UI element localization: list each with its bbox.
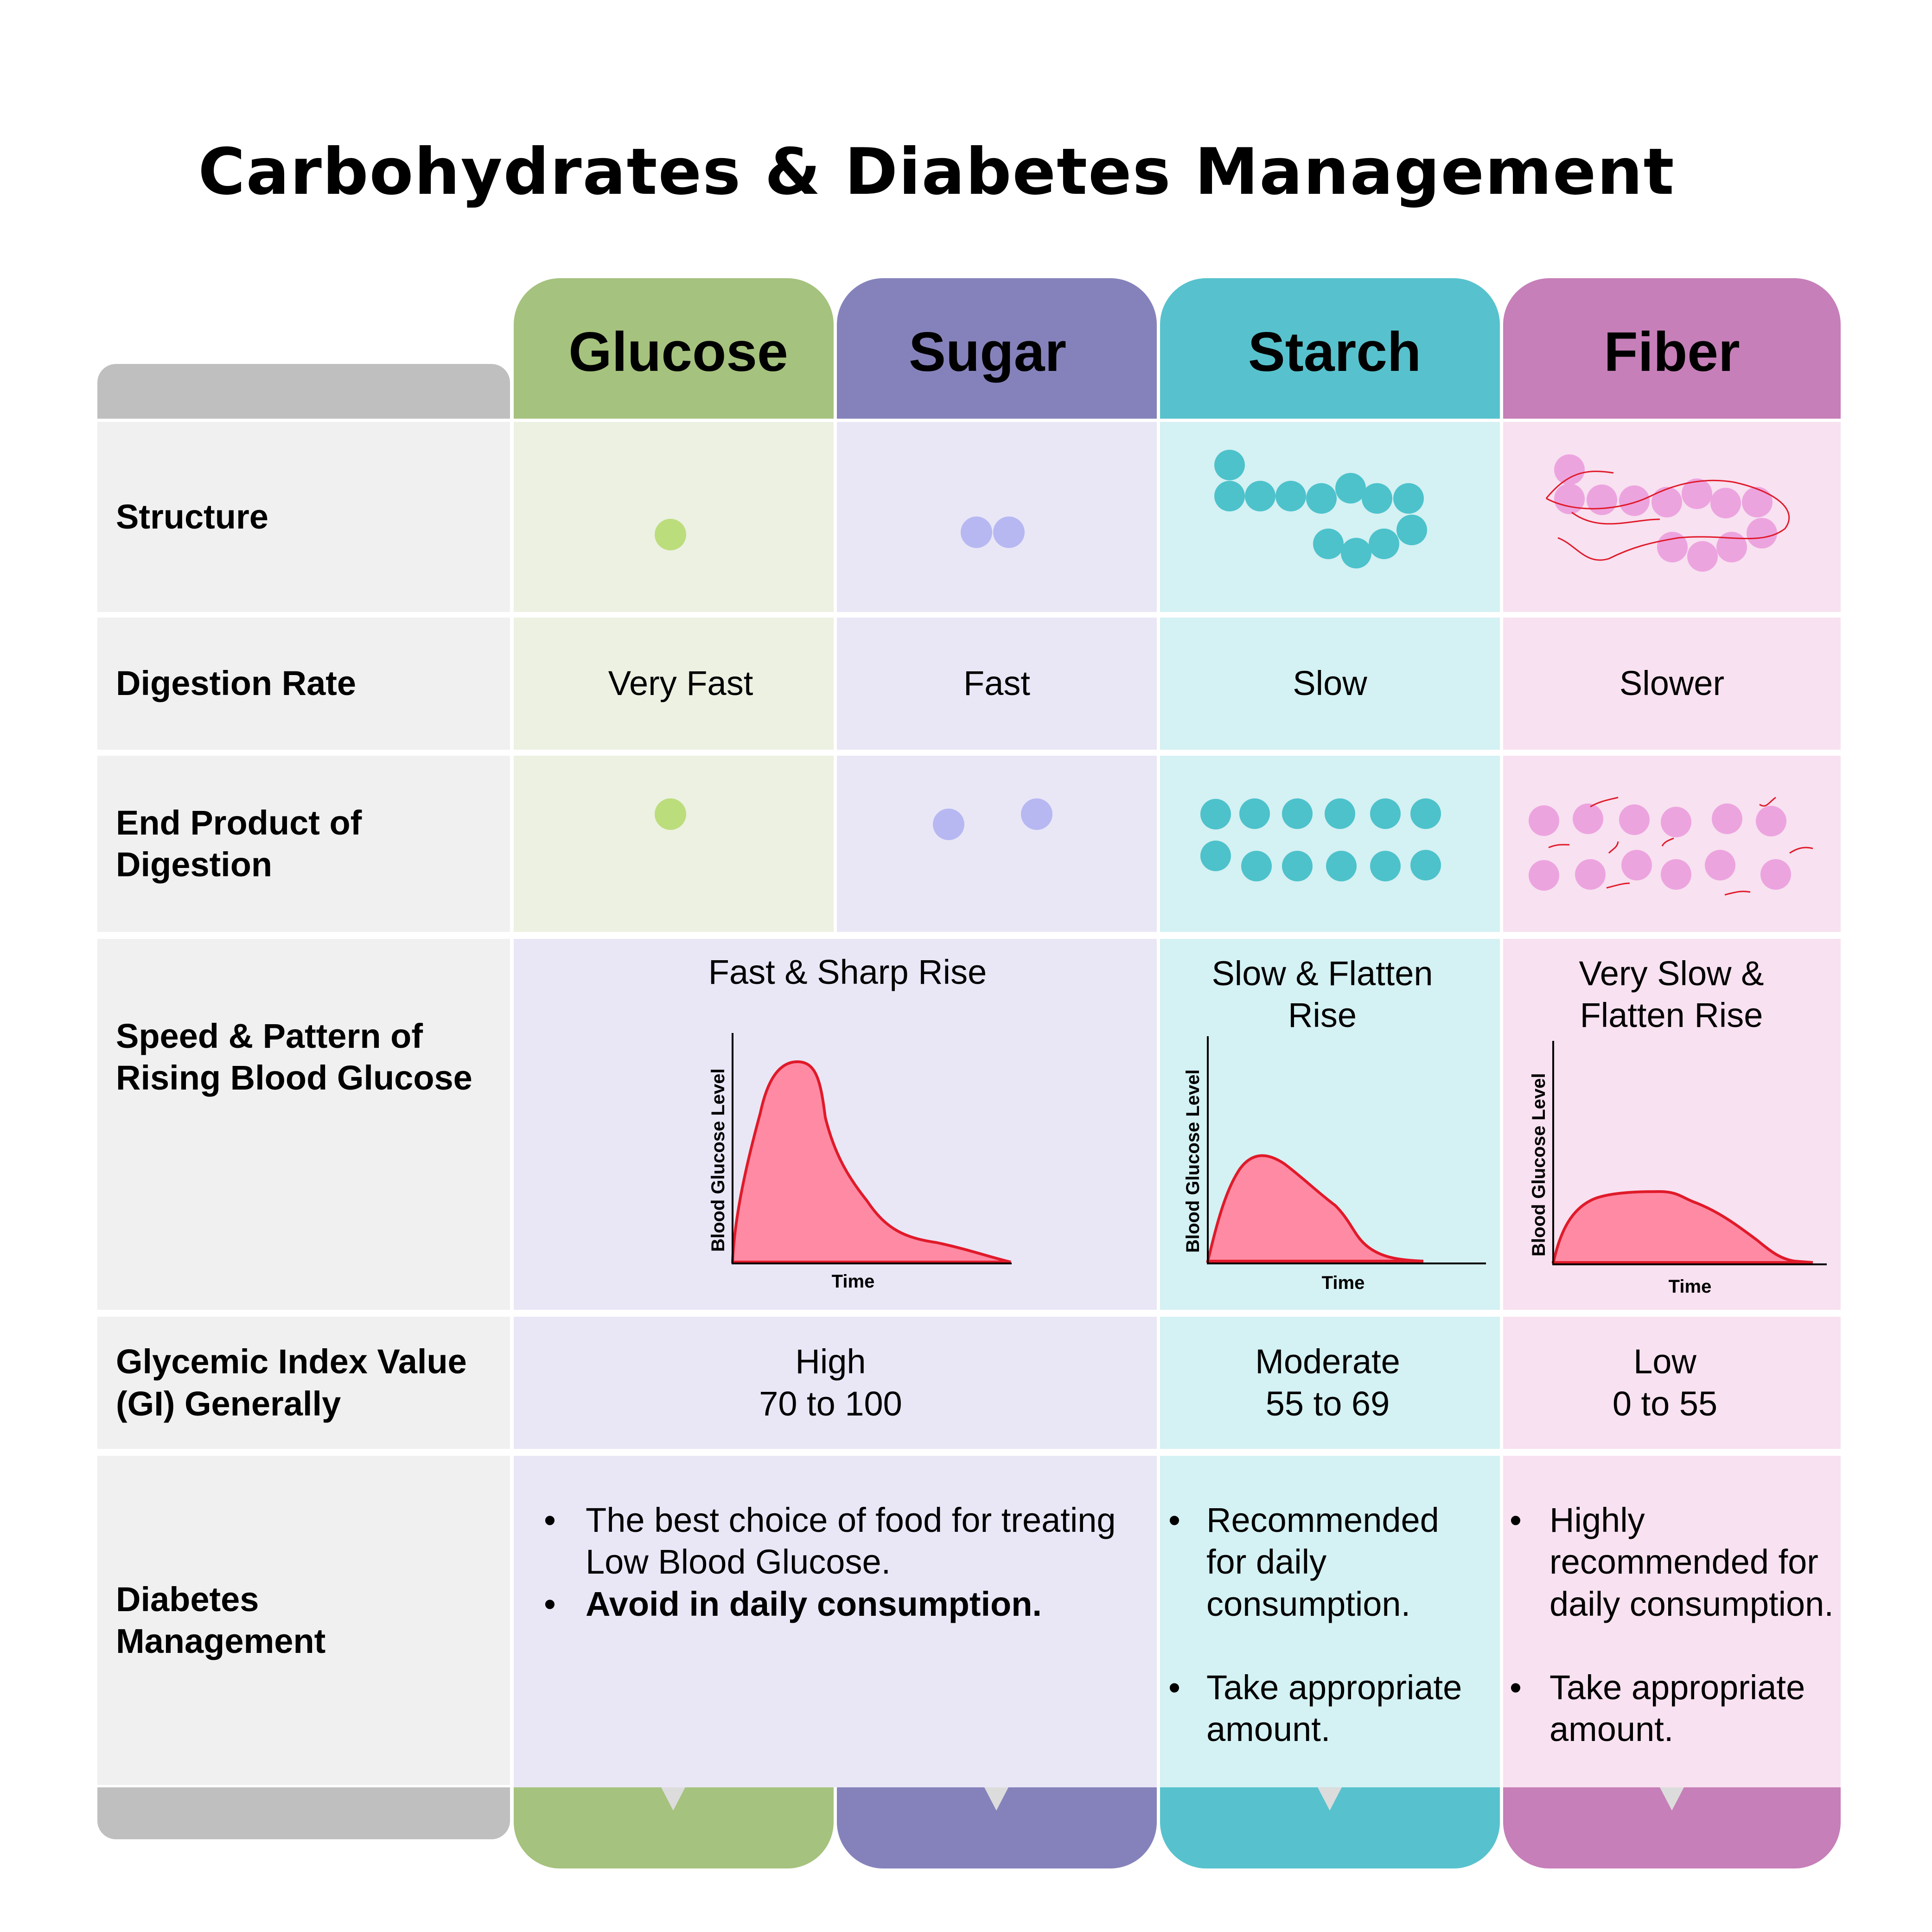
gi-level-glucose-sugar: High xyxy=(795,1342,866,1381)
glucose-curve-y-axis-label: Blood Glucose Level xyxy=(708,1068,728,1252)
down-arrow-icon xyxy=(1318,1787,1342,1811)
row-label-management-text: Diabetes Management xyxy=(116,1580,326,1660)
bullet-icon: • xyxy=(1510,1668,1522,1707)
row-label-end-product: End Product of Digestion xyxy=(97,756,510,932)
gi-level-fiber: Low xyxy=(1633,1342,1696,1381)
end-product-cell-starch xyxy=(1160,756,1500,932)
management-fiber-item-1: Highly recommended for daily consumption… xyxy=(1549,1501,1834,1623)
gi-range-starch: 55 to 69 xyxy=(1265,1384,1390,1423)
pattern-label-starch: Slow & Flatten Rise xyxy=(1211,954,1433,1034)
column-header-starch: Starch xyxy=(1160,278,1500,419)
structure-cell-starch xyxy=(1160,422,1500,612)
fiber-curve-x-axis-label: Time xyxy=(1669,1276,1712,1297)
bullet-icon: • xyxy=(544,1585,556,1623)
row-label-structure: Structure xyxy=(97,422,510,612)
gi-cell-fiber: Low 0 to 55 xyxy=(1503,1317,1841,1449)
row-label-end-product-text: End Product of Digestion xyxy=(116,803,362,884)
bullet-icon: • xyxy=(544,1501,556,1539)
structure-cell-glucose xyxy=(514,422,834,612)
down-arrow-icon xyxy=(1660,1787,1684,1811)
glucose-curve-plot: Blood Glucose Level Time xyxy=(708,1033,1012,1292)
down-arrow-icon xyxy=(661,1787,685,1811)
starch-curve-x-axis-label: Time xyxy=(1322,1273,1365,1293)
down-arrow-icon xyxy=(984,1787,1008,1811)
row-label-pattern: Speed & Pattern of Rising Blood Glucose xyxy=(97,939,510,1310)
bullet-icon: • xyxy=(1510,1501,1522,1539)
structure-cell-sugar xyxy=(837,422,1157,612)
management-glucose-item-1: The best choice of food for treating Low… xyxy=(586,1501,1116,1581)
page-title: Carbohydrates & Diabetes Management xyxy=(198,134,1675,209)
gi-range-glucose-sugar: 70 to 100 xyxy=(759,1384,902,1423)
gi-cell-glucose-sugar: High 70 to 100 xyxy=(514,1317,1157,1449)
row-label-gi: Glycemic Index Value (GI) Generally xyxy=(97,1317,510,1449)
row-label-management: Diabetes Management xyxy=(97,1456,510,1785)
gi-range-fiber: 0 to 55 xyxy=(1612,1384,1718,1423)
label-column-footer xyxy=(97,1787,510,1839)
pattern-label-fiber: Very Slow & Flatten Rise xyxy=(1579,954,1764,1034)
digestion-rate-fiber: Slower xyxy=(1503,618,1841,750)
row-label-structure-text: Structure xyxy=(116,497,268,536)
digestion-rate-glucose: Very Fast xyxy=(514,618,834,750)
column-header-fiber: Fiber xyxy=(1503,278,1841,419)
column-header-glucose: Glucose xyxy=(514,278,834,419)
label-column-header xyxy=(97,364,510,419)
row-label-gi-text: Glycemic Index Value (GI) Generally xyxy=(116,1342,467,1423)
management-starch-item-2: Take appropriate amount. xyxy=(1206,1668,1462,1749)
glucose-curve-x-axis-label: Time xyxy=(832,1271,875,1292)
column-header-sugar: Sugar xyxy=(837,278,1157,419)
end-product-cell-sugar xyxy=(837,756,1157,932)
management-starch-item-1: Recommended for daily consumption. xyxy=(1206,1501,1439,1623)
digestion-rate-starch: Slow xyxy=(1160,618,1500,750)
digestion-rate-sugar: Fast xyxy=(837,618,1157,750)
column-footer-glucose xyxy=(514,1787,834,1868)
management-fiber-item-2: Take appropriate amount. xyxy=(1549,1668,1805,1749)
row-label-digestion-rate: Digestion Rate xyxy=(97,618,510,750)
column-footer-sugar xyxy=(837,1787,1157,1868)
gi-cell-starch: Moderate 55 to 69 xyxy=(1160,1317,1500,1449)
column-footer-starch xyxy=(1160,1787,1500,1868)
row-label-pattern-text: Speed & Pattern of Rising Blood Glucose xyxy=(116,1017,472,1097)
gi-level-starch: Moderate xyxy=(1255,1342,1400,1381)
fiber-curve-y-axis-label: Blood Glucose Level xyxy=(1529,1073,1549,1256)
end-product-cell-fiber xyxy=(1503,756,1841,932)
management-glucose-item-2: Avoid in daily consumption. xyxy=(586,1585,1042,1623)
column-footer-fiber xyxy=(1503,1787,1841,1868)
end-product-cell-glucose xyxy=(514,756,834,932)
pattern-label-glucose-sugar: Fast & Sharp Rise xyxy=(708,953,987,992)
management-cell-starch: • Recommended for daily consumption. • T… xyxy=(1160,1456,1500,1787)
row-label-digestion-rate-text: Digestion Rate xyxy=(116,664,357,703)
bullet-icon: • xyxy=(1168,1668,1180,1707)
management-cell-glucose-sugar: • The best choice of food for treating L… xyxy=(514,1456,1157,1787)
structure-cell-fiber xyxy=(1503,422,1841,612)
starch-curve-plot: Blood Glucose Level Time xyxy=(1183,1036,1486,1293)
management-cell-fiber: • Highly recommended for daily consumpti… xyxy=(1503,1456,1841,1787)
fiber-curve-plot: Blood Glucose Level Time xyxy=(1529,1041,1827,1297)
starch-curve-y-axis-label: Blood Glucose Level xyxy=(1183,1069,1203,1253)
bullet-icon: • xyxy=(1168,1501,1180,1539)
